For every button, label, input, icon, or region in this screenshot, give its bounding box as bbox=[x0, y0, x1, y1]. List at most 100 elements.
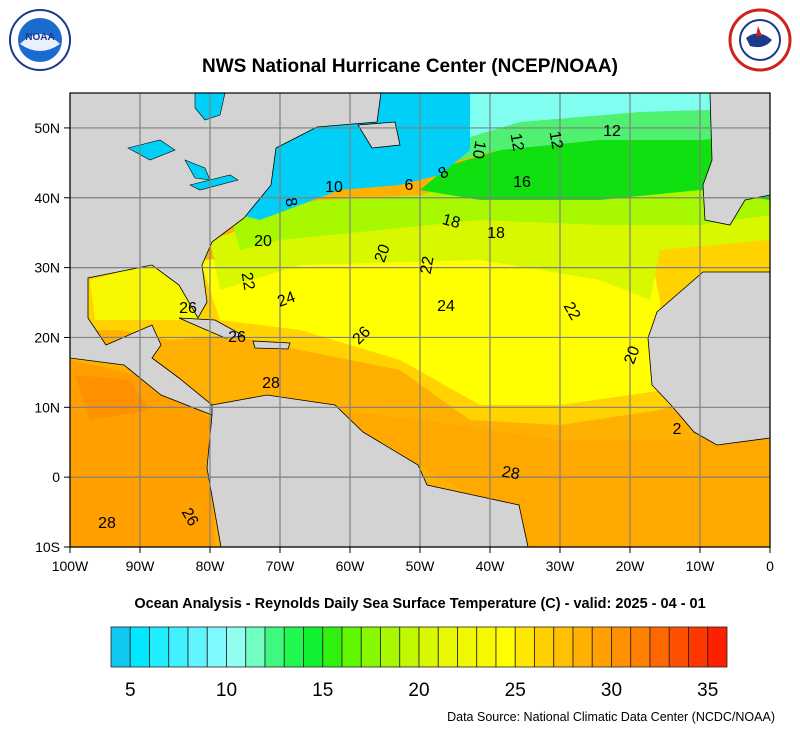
ocean-10c bbox=[440, 93, 770, 140]
x-tick-label: 100W bbox=[52, 558, 89, 574]
colorbar-cell bbox=[514, 626, 535, 668]
contour-label: 12 bbox=[546, 130, 566, 151]
colorbar-tick-label: 10 bbox=[216, 680, 237, 701]
colorbar-cell bbox=[668, 626, 689, 668]
colorbar-cell bbox=[206, 626, 227, 668]
colorbar-cell bbox=[688, 626, 709, 668]
colorbar-cell bbox=[245, 626, 266, 668]
y-tick-label: 10N bbox=[34, 399, 60, 415]
colorbar-cell bbox=[611, 626, 632, 668]
x-tick-label: 60W bbox=[336, 558, 366, 574]
contour-label: 20 bbox=[621, 344, 643, 367]
contour-label: 6 bbox=[405, 177, 414, 194]
colorbar-tick-label: 25 bbox=[505, 680, 526, 701]
colorbar-tick-label: 20 bbox=[408, 680, 429, 701]
x-tick-label: 90W bbox=[126, 558, 156, 574]
colorbar-cell bbox=[226, 626, 247, 668]
colorbar-cell bbox=[457, 626, 478, 668]
great-lake bbox=[189, 174, 239, 191]
data-source: Data Source: National Climatic Data Cent… bbox=[447, 710, 775, 724]
contour-label: 28 bbox=[98, 515, 116, 532]
contour-label: 22 bbox=[238, 271, 258, 292]
colorbar-cell bbox=[264, 626, 285, 668]
ocean-14c bbox=[420, 130, 770, 200]
contour-label: 10 bbox=[325, 179, 343, 196]
y-tick-label: 50N bbox=[34, 120, 60, 136]
y-tick-label: 20N bbox=[34, 329, 60, 345]
colorbar-cell bbox=[707, 626, 728, 668]
colorbar-cell bbox=[149, 626, 170, 668]
contour-label: 26 bbox=[228, 329, 246, 346]
contour-label: 12 bbox=[507, 132, 527, 153]
contour-label: 28 bbox=[501, 464, 522, 484]
contour-label: 26 bbox=[178, 505, 202, 529]
y-tick-label: 40N bbox=[34, 190, 60, 206]
contour-label: 18 bbox=[440, 211, 462, 232]
colorbar-cell bbox=[110, 626, 131, 668]
x-tick-label: 0 bbox=[766, 558, 774, 574]
contour-label: 12 bbox=[603, 123, 621, 140]
contour-label: 20 bbox=[254, 233, 272, 250]
ocean-24c bbox=[200, 245, 665, 405]
y-tick-label: 10S bbox=[35, 539, 60, 555]
colorbar-cell bbox=[168, 626, 189, 668]
colorbar-cell bbox=[341, 626, 362, 668]
sst-map: 100W 90W 80W 70W 60W 50W 40W 30W 20W 10W 0 50N 40N 3… bbox=[34, 92, 774, 574]
contour-label: 2 bbox=[673, 421, 682, 438]
great-lake bbox=[127, 139, 176, 161]
colorbar-cell bbox=[476, 626, 497, 668]
colorbar-tick-label: 30 bbox=[601, 680, 622, 701]
colorbar-cell bbox=[437, 626, 458, 668]
pacific-hot bbox=[75, 375, 150, 420]
hispaniola-land bbox=[252, 340, 291, 350]
colorbar-tick-label: 5 bbox=[125, 680, 136, 701]
colorbar-cell bbox=[630, 626, 651, 668]
x-tick-label: 50W bbox=[406, 558, 436, 574]
contour-label: 24 bbox=[275, 289, 298, 311]
colorbar-cell bbox=[399, 626, 420, 668]
contour-label: 28 bbox=[262, 375, 280, 392]
noaa-logo: NOAA bbox=[9, 9, 71, 71]
contour-label: 16 bbox=[513, 174, 531, 191]
x-tick-label: 80W bbox=[196, 558, 226, 574]
colorbar-cell bbox=[129, 626, 150, 668]
contour-label: 10 bbox=[469, 140, 489, 161]
colorbar-tick-label: 35 bbox=[697, 680, 718, 701]
nws-logo bbox=[728, 8, 792, 72]
y-tick-label: 0 bbox=[52, 469, 60, 485]
x-tick-label: 40W bbox=[476, 558, 506, 574]
colorbar-cell bbox=[534, 626, 555, 668]
contour-label: 24 bbox=[437, 298, 455, 315]
south-america-land bbox=[206, 394, 529, 547]
colorbar-cell bbox=[649, 626, 670, 668]
colorbar-cell bbox=[418, 626, 439, 668]
contour-label: 22 bbox=[418, 255, 438, 276]
map-title: NWS National Hurricane Center (NCEP/NOAA… bbox=[202, 56, 618, 77]
ocean-12c bbox=[460, 100, 770, 160]
contour-label: 22 bbox=[560, 299, 584, 323]
colorbar-cell bbox=[572, 626, 593, 668]
contour-label: 18 bbox=[487, 225, 505, 242]
colorbar-cell bbox=[591, 626, 612, 668]
equatorial-warm bbox=[330, 410, 770, 547]
colorbar-cell bbox=[553, 626, 574, 668]
y-tick-label: 30N bbox=[34, 260, 60, 276]
colorbar-cell bbox=[322, 626, 343, 668]
x-tick-label: 20W bbox=[616, 558, 646, 574]
colorbar-cell bbox=[360, 626, 381, 668]
colorbar-tick-label: 15 bbox=[312, 680, 333, 701]
x-tick-label: 10W bbox=[686, 558, 716, 574]
contour-label: 20 bbox=[372, 242, 394, 265]
svg-text:NOAA: NOAA bbox=[25, 32, 54, 43]
colorbar-cell bbox=[187, 626, 208, 668]
colorbar-cell bbox=[283, 626, 304, 668]
africa-land bbox=[647, 271, 770, 446]
europe-land bbox=[702, 93, 770, 226]
colorbar: 5 10 15 20 25 30 35 bbox=[110, 626, 728, 701]
x-tick-label: 70W bbox=[266, 558, 296, 574]
colorbar-cell bbox=[380, 626, 401, 668]
x-tick-label: 30W bbox=[546, 558, 576, 574]
colorbar-cell bbox=[495, 626, 516, 668]
map-subtitle: Ocean Analysis - Reynolds Daily Sea Surf… bbox=[134, 596, 706, 612]
colorbar-cell bbox=[303, 626, 324, 668]
